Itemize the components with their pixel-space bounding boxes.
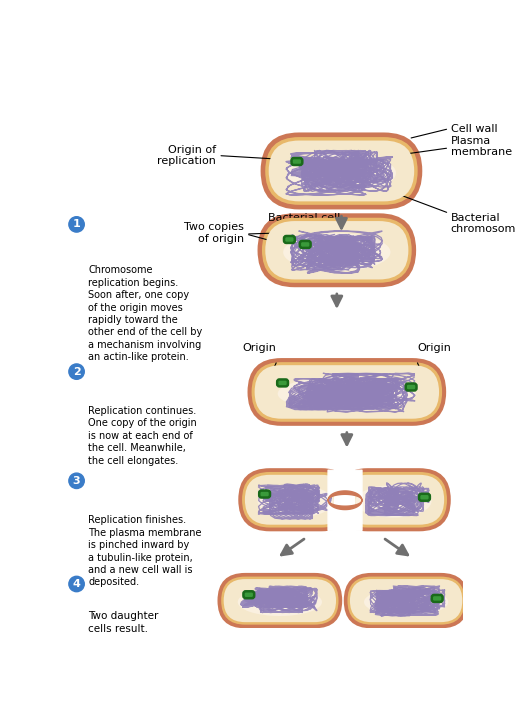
Text: Chromosome
replication begins.
Soon after, one copy
of the origin moves
rapidly : Chromosome replication begins. Soon afte… xyxy=(88,265,202,362)
FancyBboxPatch shape xyxy=(336,468,451,532)
Text: Bacterial cell: Bacterial cell xyxy=(268,213,341,222)
Text: Replication finishes.
The plasma membrane
is pinched inward by
a tubulin-like pr: Replication finishes. The plasma membran… xyxy=(88,515,202,587)
Text: Origin: Origin xyxy=(243,343,277,354)
Ellipse shape xyxy=(287,153,396,193)
FancyBboxPatch shape xyxy=(248,358,446,426)
Circle shape xyxy=(69,217,84,232)
Text: Plasma
membrane: Plasma membrane xyxy=(451,136,512,157)
Text: Replication continues.
One copy of the origin
is now at each end of
the cell. Me: Replication continues. One copy of the o… xyxy=(88,406,197,465)
FancyBboxPatch shape xyxy=(245,475,346,525)
Ellipse shape xyxy=(364,588,448,616)
FancyBboxPatch shape xyxy=(221,577,338,625)
FancyBboxPatch shape xyxy=(347,577,465,625)
Text: 1: 1 xyxy=(73,220,80,229)
Circle shape xyxy=(69,576,84,592)
FancyBboxPatch shape xyxy=(254,365,439,419)
Text: Origin of
replication: Origin of replication xyxy=(157,145,216,167)
FancyBboxPatch shape xyxy=(262,217,412,283)
FancyBboxPatch shape xyxy=(343,475,444,525)
FancyBboxPatch shape xyxy=(259,491,270,498)
FancyBboxPatch shape xyxy=(244,592,254,598)
Text: 2: 2 xyxy=(73,366,80,376)
FancyBboxPatch shape xyxy=(340,472,447,527)
Text: 3: 3 xyxy=(73,476,80,486)
Text: Origin: Origin xyxy=(417,343,451,354)
FancyBboxPatch shape xyxy=(238,468,353,532)
FancyBboxPatch shape xyxy=(265,137,417,205)
Polygon shape xyxy=(334,468,356,532)
Ellipse shape xyxy=(257,485,334,517)
Text: Bacterial
chromosome: Bacterial chromosome xyxy=(451,213,516,234)
FancyBboxPatch shape xyxy=(284,236,295,243)
FancyBboxPatch shape xyxy=(217,573,342,628)
FancyBboxPatch shape xyxy=(406,383,416,390)
FancyBboxPatch shape xyxy=(265,221,408,280)
FancyBboxPatch shape xyxy=(252,362,442,421)
FancyBboxPatch shape xyxy=(300,241,311,248)
Text: Two daughter
cells result.: Two daughter cells result. xyxy=(88,611,158,633)
FancyBboxPatch shape xyxy=(432,595,443,602)
FancyBboxPatch shape xyxy=(277,379,288,386)
FancyBboxPatch shape xyxy=(261,133,422,210)
FancyBboxPatch shape xyxy=(344,573,469,628)
Ellipse shape xyxy=(356,485,431,517)
FancyBboxPatch shape xyxy=(242,472,349,527)
Text: Two copies
of origin: Two copies of origin xyxy=(184,222,244,244)
FancyBboxPatch shape xyxy=(419,493,430,501)
Ellipse shape xyxy=(283,233,391,271)
Ellipse shape xyxy=(278,376,416,411)
Text: 4: 4 xyxy=(73,579,80,589)
Ellipse shape xyxy=(238,588,322,616)
Circle shape xyxy=(69,473,84,489)
Circle shape xyxy=(69,364,84,379)
FancyBboxPatch shape xyxy=(269,140,414,201)
FancyBboxPatch shape xyxy=(223,579,336,622)
FancyBboxPatch shape xyxy=(257,213,416,287)
Text: Cell wall: Cell wall xyxy=(451,124,497,133)
FancyBboxPatch shape xyxy=(350,579,462,622)
FancyBboxPatch shape xyxy=(292,158,302,165)
